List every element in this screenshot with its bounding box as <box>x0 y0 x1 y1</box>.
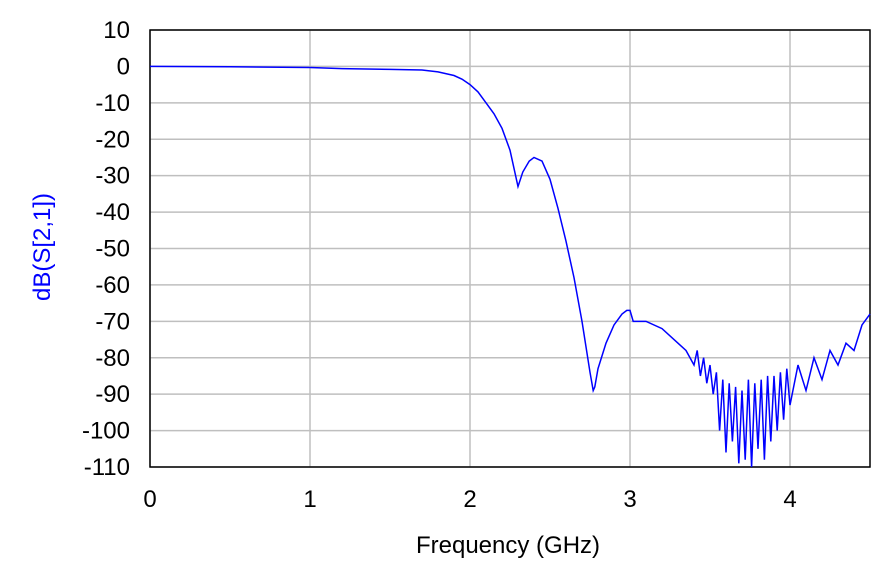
y-tick-label: -90 <box>95 381 130 408</box>
x-tick-label: 0 <box>143 486 156 513</box>
y-axis-label: dB(S[2,1]) <box>29 193 56 301</box>
x-tick-label: 4 <box>783 486 796 513</box>
y-tick-label: -20 <box>95 126 130 153</box>
y-tick-label: -50 <box>95 236 130 263</box>
y-tick-label: -40 <box>95 199 130 226</box>
y-tick-label: 0 <box>117 53 130 80</box>
y-tick-label: -100 <box>82 418 130 445</box>
y-tick-label: -70 <box>95 308 130 335</box>
y-tick-label: -30 <box>95 163 130 190</box>
x-tick-label: 2 <box>463 486 476 513</box>
x-tick-label: 3 <box>623 486 636 513</box>
y-tick-label: -60 <box>95 272 130 299</box>
y-tick-label: -10 <box>95 90 130 117</box>
plot-border <box>149 29 871 468</box>
data-line <box>149 65 871 468</box>
y-tick-label: 10 <box>103 17 130 44</box>
y-tick-label: -80 <box>95 345 130 372</box>
x-axis-label: Frequency (GHz) <box>416 532 600 559</box>
y-tick-label: -110 <box>84 454 130 481</box>
x-tick-label: 1 <box>303 486 316 513</box>
